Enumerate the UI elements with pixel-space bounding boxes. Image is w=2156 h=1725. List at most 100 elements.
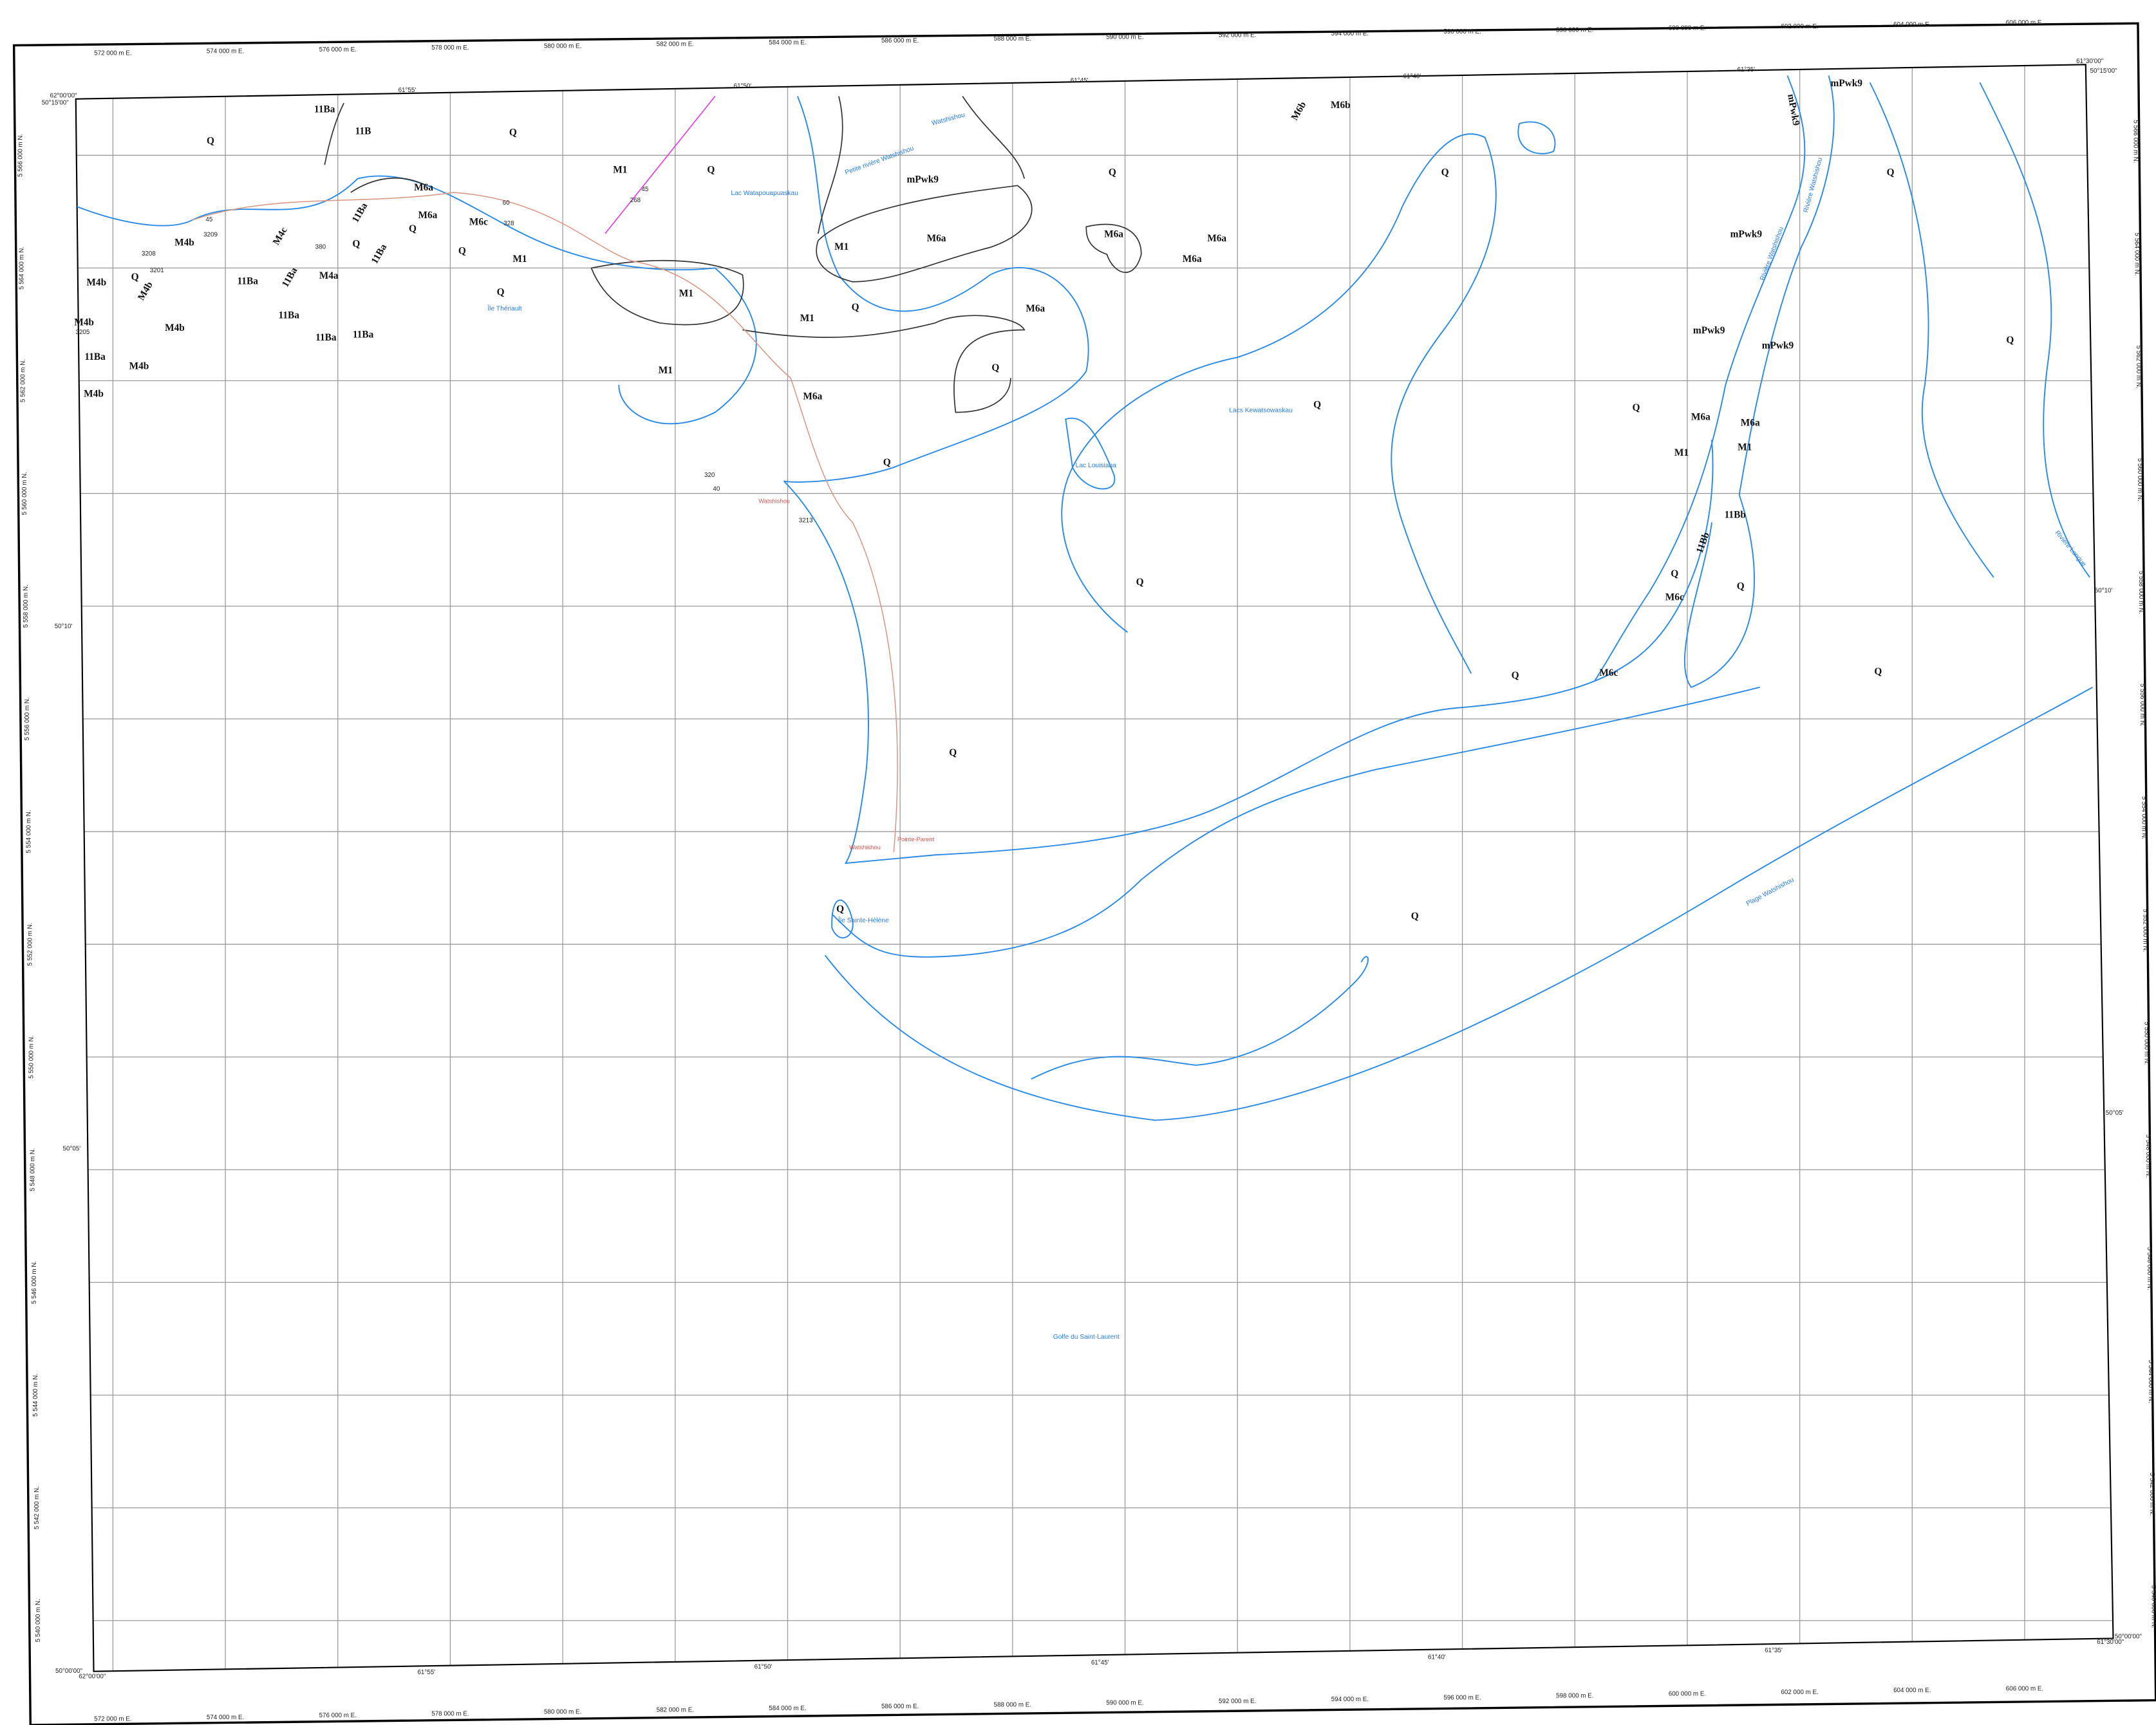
easting-label: 600 000 m E. [1669,1691,1706,1698]
northing-label: 5 546 000 m N. [31,1261,38,1304]
coordinate-label: 50°10' [55,623,73,630]
geologic-contact [1085,223,1142,274]
map-unit-label: Q [207,135,214,146]
northing-label: 5 558 000 m N. [2137,571,2144,614]
coordinate-label: 61°35' [1765,1647,1783,1654]
map-unit-label: M1 [1674,447,1689,458]
northing-label: 5 566 000 m N. [2132,120,2139,163]
easting-label: 602 000 m E. [1781,23,1818,30]
northing-label: 5 550 000 m N. [2143,1021,2150,1065]
easting-label: 572 000 m E. [94,50,131,57]
northing-label: 5 540 000 m N. [2150,1585,2156,1628]
northing-label: 5 556 000 m N. [24,697,31,740]
map-unit-label: Q [883,457,891,468]
map-unit-label: Q [1313,399,1321,410]
map-unit-label: M6a [1104,229,1123,240]
river [1979,82,2090,578]
place-name: Lac Louisiana [1076,462,1117,469]
coordinate-label: 61°30'00" [2076,58,2104,65]
station-label: 40 [713,485,720,492]
map-unit-label: 11Bb [1694,531,1712,555]
map-unit-label: Q [1109,167,1116,178]
easting-label: 576 000 m E. [319,46,357,53]
northing-label: 5 552 000 m N. [2141,909,2148,952]
easting-label: 606 000 m E. [2006,19,2043,26]
map-unit-label: Q [707,164,715,175]
coordinate-label: 61°50' [755,1663,773,1670]
map-unit-label: 11Ba [279,310,300,321]
map-frame [75,64,2114,1672]
map-unit-label: Q [1512,670,1519,681]
easting-label: 576 000 m E. [319,1712,357,1719]
map-unit-label: Q [1441,167,1449,178]
map-unit-label: M6b [1331,100,1351,111]
northing-label: 5 564 000 m N. [19,247,26,290]
coordinate-label: 62°00'00" [79,1673,106,1680]
map-unit-label: M6a [1691,412,1711,423]
place-name: Rivière Watshishou [1803,156,1824,213]
map-unit-label: Q [1887,167,1895,178]
easting-label: 586 000 m E. [881,37,919,44]
map-unit-label: M4b [86,277,106,288]
station-label: 45 [205,216,212,223]
fault [605,95,716,234]
easting-label: 604 000 m E. [1893,1687,1931,1694]
map-unit-label: M4b [174,238,194,248]
northing-label: 5 562 000 m N. [20,359,27,402]
map-unit-label: M6b [1289,100,1308,122]
geology-lines [75,75,2093,1121]
map-unit-label: M4a [319,270,339,281]
easting-label: 574 000 m E. [207,1714,244,1721]
locality-name: Pointe-Parent [897,835,935,843]
station-label: 320 [704,472,715,479]
northing-label: 5 542 000 m N. [33,1486,41,1529]
place-name: Lac Watapouapuaskau [731,190,798,197]
inner-coast [1031,956,1369,1080]
station-label: 268 [630,197,641,204]
coordinate-label: 61°40' [1403,73,1421,80]
geologic-contact [816,185,1033,283]
map-unit-label: Q [131,272,139,283]
easting-label: 592 000 m E. [1219,1698,1256,1705]
map-unit-label: M6a [803,391,822,402]
northing-label: 5 558 000 m N. [23,584,30,628]
map-unit-label: 11Ba [315,332,337,343]
map-unit-label: 11Ba [314,104,335,115]
coastline [783,440,1714,864]
map-unit-label: M1 [1738,442,1752,453]
easting-label: 580 000 m E. [544,1708,581,1715]
coordinate-label: 61°50' [734,83,752,90]
map-unit-label: Q [458,245,466,256]
river [1594,75,1806,681]
station-label: 3209 [203,231,218,238]
map-unit-label: Q [991,362,999,373]
northing-label: 5 548 000 m N. [30,1148,37,1191]
island [831,899,854,938]
northing-label: 5 548 000 m N. [2144,1134,2151,1177]
map-unit-label: M6a [1207,233,1226,244]
coordinate-label: 50°05' [2106,1110,2124,1117]
northing-label: 5 564 000 m N. [2133,233,2141,276]
easting-label: 598 000 m E. [1556,1693,1593,1700]
coordinate-label: 50°00'00" [55,1668,83,1675]
road [192,192,898,853]
northing-label: 5 560 000 m N. [2136,458,2143,501]
map-unit-label: Q [352,239,360,250]
map-unit-label: M1 [834,241,848,252]
map-unit-label: 11Ba [237,275,258,286]
map-unit-label: M1 [613,164,627,175]
easting-label: 596 000 m E. [1443,28,1481,35]
place-name: Île Sainte-Hélène [838,916,889,924]
station-label: 3205 [76,329,90,336]
easting-label: 578 000 m E. [431,44,469,51]
river [1869,82,1994,578]
map-unit-label: M6c [1599,667,1618,678]
northing-label: 5 562 000 m N. [2135,346,2142,389]
map-unit-label: M6c [1665,592,1684,602]
map-unit-label: mPwk9 [1730,229,1763,240]
station-label: 380 [315,244,326,251]
geologic-contact [962,96,1026,179]
easting-label: 590 000 m E. [1106,1700,1143,1707]
map-unit-label: mPwk9 [906,174,939,185]
map-unit-label: 11B [355,126,371,137]
